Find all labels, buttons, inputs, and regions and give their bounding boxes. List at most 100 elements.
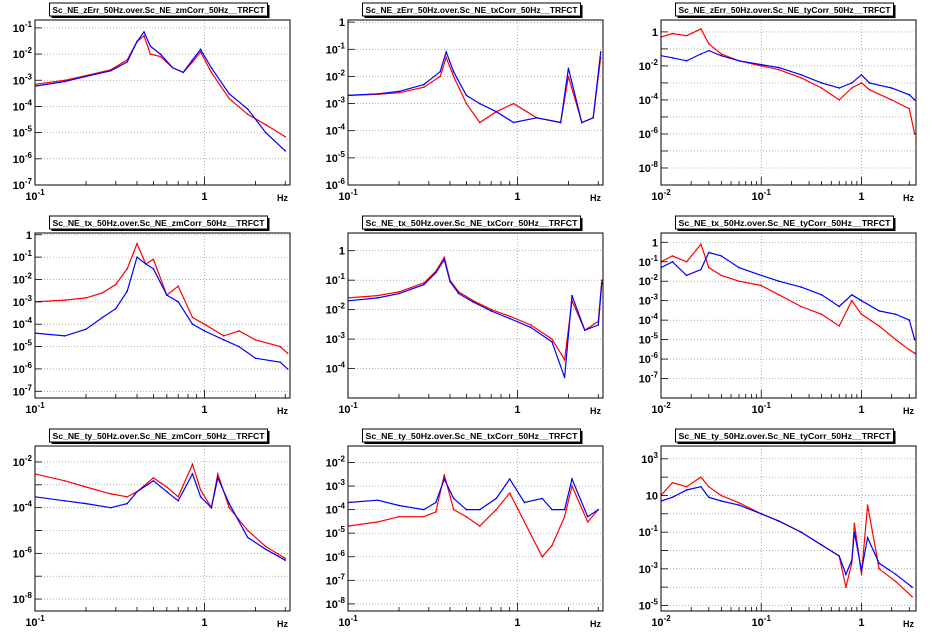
tick-label: 10-2 — [326, 68, 346, 83]
data-point — [890, 99, 893, 101]
data-point — [845, 586, 847, 588]
tick-label: 10-3 — [639, 561, 659, 576]
tick-label: 1 — [514, 617, 520, 629]
data-point — [228, 93, 230, 95]
data-point — [685, 489, 688, 491]
data-point — [479, 102, 481, 105]
data-point — [838, 99, 841, 101]
data-point — [866, 504, 869, 506]
data-point — [222, 339, 225, 341]
x-unit-label: Hz — [277, 193, 288, 203]
data-point — [671, 255, 674, 257]
x-unit-label: Hz — [590, 193, 601, 203]
data-point — [85, 328, 87, 330]
tick-label: 10-1 — [13, 249, 33, 264]
data-point — [445, 56, 448, 59]
tick-label: 10-5 — [13, 339, 33, 354]
tick-label: 1 — [858, 617, 864, 629]
data-point — [191, 316, 194, 319]
data-point — [284, 150, 287, 152]
data-point — [535, 116, 538, 119]
x-unit-label: Hz — [903, 619, 914, 629]
data-point — [700, 476, 702, 478]
series-line-1 — [348, 258, 603, 378]
data-point — [571, 294, 573, 297]
series-line-1 — [661, 486, 913, 588]
data-point — [199, 489, 202, 491]
data-point — [908, 108, 911, 110]
data-point — [908, 348, 911, 351]
data-point — [685, 260, 688, 263]
data-point — [868, 82, 871, 84]
data-point — [191, 463, 194, 465]
tick-label: 10-3 — [639, 293, 659, 308]
data-point — [435, 501, 437, 504]
data-point — [563, 515, 566, 518]
tick-label: 10-4 — [326, 502, 346, 517]
data-point — [581, 121, 583, 124]
tick-label: 10-3 — [326, 478, 346, 493]
data-point — [708, 49, 710, 52]
chart-title: Sc_NE_zErr_50Hz.over.Sc_NE_zmCorr_50Hz__… — [53, 6, 265, 15]
data-point — [210, 506, 213, 509]
data-point — [238, 330, 240, 332]
data-point — [508, 492, 511, 494]
data-point — [377, 297, 379, 299]
data-point — [894, 580, 897, 583]
tick-label: 10-6 — [326, 549, 346, 564]
data-point — [708, 485, 710, 488]
x-unit-label: Hz — [590, 619, 601, 629]
data-point — [738, 280, 740, 283]
data-point — [398, 91, 400, 94]
tick-label: 10-5 — [13, 125, 33, 140]
data-point — [878, 325, 880, 327]
tick-label: 10-2 — [639, 58, 659, 73]
data-point — [439, 75, 441, 78]
data-point — [567, 75, 570, 78]
tick-label: 1 — [514, 404, 520, 416]
data-point — [398, 292, 400, 295]
data-point — [551, 544, 553, 547]
data-point — [601, 282, 603, 284]
tick-label: 1 — [339, 17, 345, 29]
axis-ticks — [347, 462, 599, 611]
data-point — [571, 478, 573, 480]
data-point — [101, 316, 104, 319]
data-point — [217, 477, 219, 479]
data-point — [495, 508, 498, 511]
plot-area — [661, 233, 916, 398]
chart-title: Sc_NE_tx_50Hz.over.Sc_NE_zmCorr_50Hz__TR… — [53, 219, 265, 228]
series-line-1 — [661, 49, 916, 101]
data-point — [490, 308, 492, 311]
data-point — [422, 83, 425, 86]
series-line-1 — [661, 251, 916, 340]
data-point — [853, 531, 856, 533]
data-point — [246, 113, 249, 116]
data-point — [559, 121, 562, 124]
data-point — [850, 559, 853, 561]
series-line-1 — [35, 30, 286, 152]
data-point — [199, 48, 202, 51]
data-point — [512, 121, 515, 124]
x-unit-label: Hz — [277, 406, 288, 416]
data-point — [551, 338, 553, 340]
data-point — [800, 531, 802, 533]
title-box — [362, 2, 581, 17]
tick-label: 103 — [641, 451, 658, 466]
data-point — [149, 53, 152, 55]
x-unit-label: Hz — [903, 406, 914, 416]
plot-area — [35, 446, 290, 611]
data-point — [264, 548, 267, 551]
tick-label: 10-1 — [338, 188, 358, 203]
data-point — [685, 59, 688, 62]
chart-panel: 10-1 1 10-7 10-6 10-5 10-4 10-3 10-2 10-1 Hz Sc_NE… — [13, 2, 291, 203]
plot-frame — [660, 445, 917, 612]
axis-ticks — [34, 461, 286, 611]
data-point — [551, 508, 553, 511]
data-point — [894, 313, 897, 316]
data-point — [685, 485, 688, 488]
data-point — [738, 266, 740, 269]
data-point — [254, 339, 257, 341]
plot-area — [661, 20, 916, 185]
